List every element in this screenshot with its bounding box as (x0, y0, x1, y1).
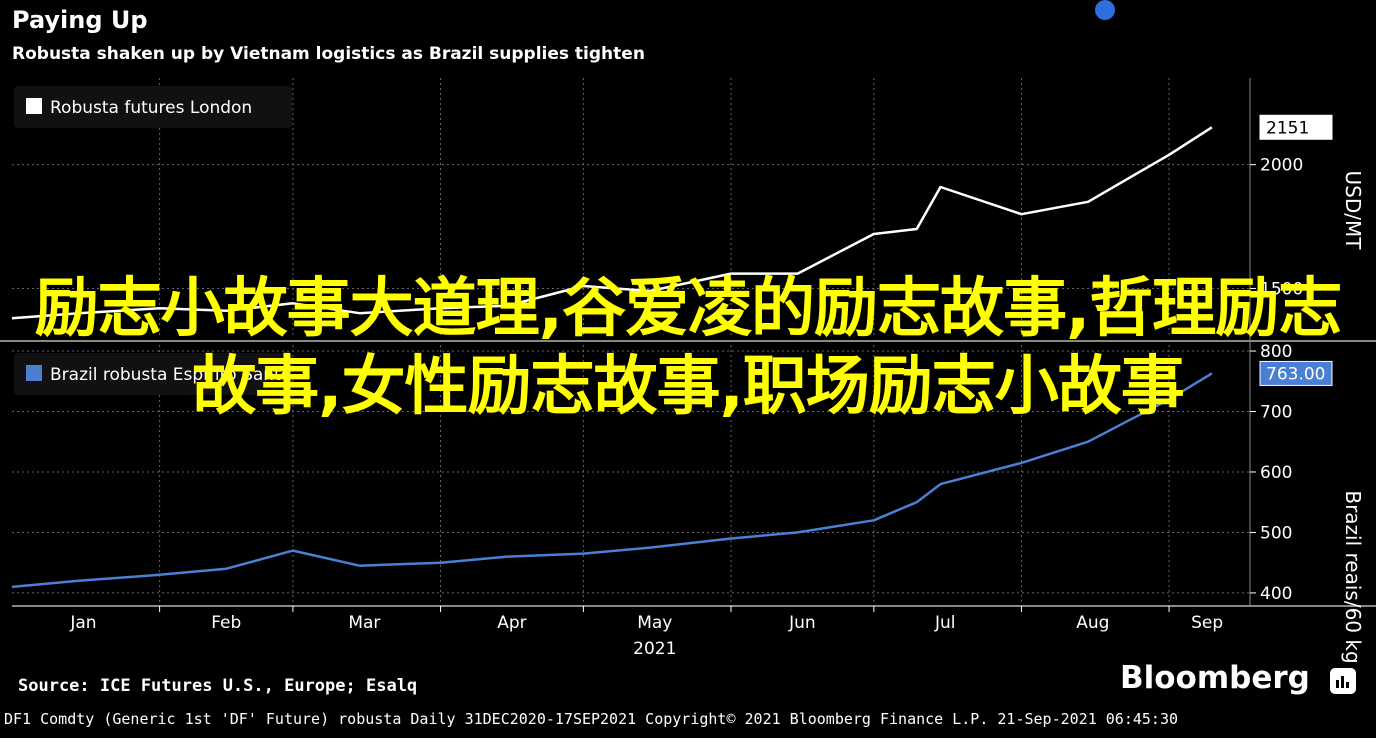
source-note: Source: ICE Futures U.S., Europe; Esalq (18, 676, 418, 696)
footer-note: DF1 Comdty (Generic 1st 'DF' Future) rob… (4, 710, 1178, 728)
x-tick-label: Jul (934, 613, 956, 633)
x-tick-label: Jun (788, 613, 816, 633)
x-tick-label: Apr (497, 613, 526, 633)
y-tick-label: 400 (1260, 584, 1292, 604)
brand-logo-text: Bloomberg (1120, 660, 1310, 696)
chart-subtitle: Robusta shaken up by Vietnam logistics a… (12, 44, 645, 64)
y-tick-label: 500 (1260, 523, 1292, 543)
y-tick-label: 600 (1260, 463, 1292, 483)
x-tick-label: Mar (348, 613, 380, 633)
legend-swatch (26, 98, 42, 114)
last-value-label: 763.00 (1266, 364, 1325, 384)
y-axis-title: USD/MT (1341, 171, 1365, 251)
y-axis-title: Brazil reais/60 kg (1341, 490, 1365, 663)
legend-box (14, 353, 292, 395)
overlay-banner-text: 励志小故事大道理,谷爱凌的励志故事,哲理励志故事,女性励志故事,职场励志小故事 (34, 272, 1343, 424)
x-year-label: 2021 (633, 639, 676, 659)
bloomberg-terminal-icon (1330, 668, 1356, 694)
legend-swatch (26, 365, 42, 381)
x-tick-label: Sep (1191, 613, 1223, 633)
y-tick-label: 800 (1260, 342, 1292, 362)
blue-dot-marker (1095, 0, 1115, 20)
y-tick-label: 700 (1260, 403, 1292, 423)
robusta-london-line (11, 126, 1213, 320)
x-tick-label: Jan (69, 613, 96, 633)
y-tick-label: 1500 (1260, 279, 1303, 299)
x-tick-label: Feb (211, 613, 241, 633)
legend-box (14, 86, 292, 128)
chart-title: Paying Up (12, 6, 148, 34)
legend-label: Robusta futures London (50, 98, 252, 118)
last-value-box (1259, 114, 1333, 140)
last-value-box (1259, 360, 1333, 386)
x-tick-label: Aug (1076, 613, 1109, 633)
legend-label: Brazil robusta Espirito Santo (50, 365, 291, 385)
x-tick-label: May (637, 613, 672, 633)
last-value-label: 2151 (1266, 118, 1309, 138)
y-tick-label: 2000 (1260, 156, 1303, 176)
brazil-robusta-line (11, 372, 1213, 589)
